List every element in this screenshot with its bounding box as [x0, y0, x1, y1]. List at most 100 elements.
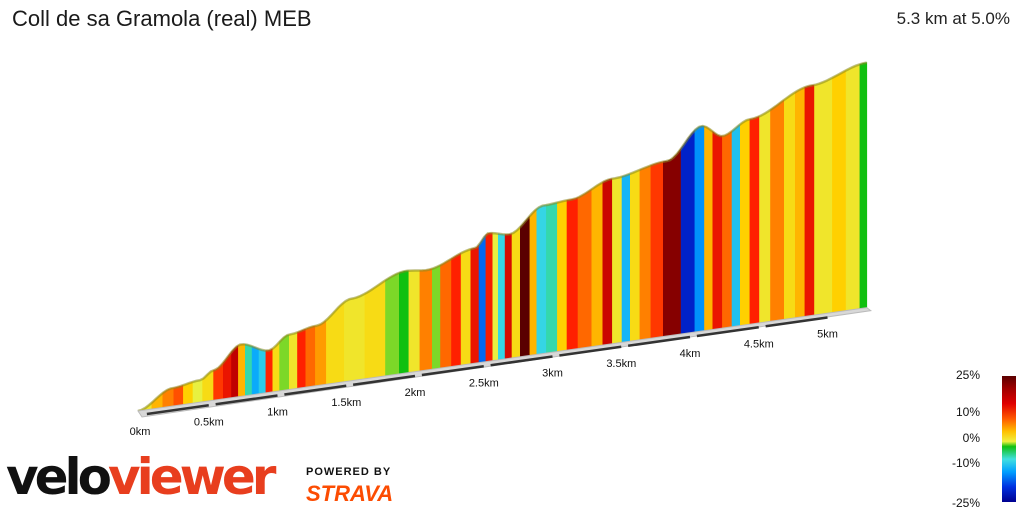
gradient-band [315, 319, 327, 387]
gradient-band [650, 161, 664, 339]
gradient-band [739, 118, 751, 326]
gradient-legend: 25% 10% 0% -10% -25% [952, 368, 1024, 510]
gradient-band [621, 173, 631, 343]
distance-axis: 0km 0.5km 1km 1.5km 2km 2.5km 3km 3.5km 4km 4.5km… [130, 316, 838, 438]
gradient-band [504, 233, 513, 360]
gradient-band [546, 202, 558, 354]
gradient-band [419, 268, 433, 372]
gradient-band [251, 345, 260, 396]
distance-tick-label: 2.5km [469, 377, 499, 389]
gradient-band [557, 199, 568, 352]
gradient-band [343, 293, 366, 383]
gradient-band [629, 169, 641, 342]
distance-tick-label: 0km [130, 426, 151, 438]
gradient-band [759, 109, 771, 324]
axis-segment [765, 316, 828, 328]
legend-label-0: 0% [962, 431, 980, 445]
distance-tick-label: 1km [267, 407, 288, 419]
gradient-band [497, 233, 506, 361]
gradient-bands [137, 62, 868, 412]
gradient-band [859, 62, 868, 309]
gradient-band [639, 164, 652, 341]
distance-tick-label: 2km [405, 387, 426, 399]
gradient-band [288, 331, 298, 390]
gradient-band [612, 176, 623, 345]
distance-tick-label: 4.5km [744, 338, 774, 350]
gradient-band [577, 188, 593, 349]
gradient-band [279, 334, 290, 392]
veloviewer-logo: veloviewer [6, 452, 276, 502]
gradient-band [451, 252, 462, 367]
axis-segment [215, 394, 278, 406]
gradient-band [832, 69, 847, 313]
distance-tick-label: 1.5km [331, 397, 361, 409]
strava-logo: STRAVA [306, 481, 394, 506]
distance-tick-label: 4km [680, 348, 701, 360]
gradient-band [602, 178, 613, 346]
legend-label-neg10: -10% [951, 456, 980, 470]
gradient-band [511, 226, 521, 359]
gradient-band [712, 130, 723, 330]
gradient-band [305, 325, 316, 388]
legend-label-25: 25% [955, 368, 980, 382]
gradient-band [297, 328, 307, 389]
gradient-band [492, 232, 499, 362]
gradient-band [460, 248, 472, 366]
gradient-band [478, 234, 487, 363]
gradient-band [470, 244, 480, 365]
gradient-band [694, 125, 705, 333]
axis-segment [559, 345, 622, 357]
gradient-band [566, 197, 579, 351]
axis-segment [490, 355, 553, 367]
distance-tick-label: 3km [542, 368, 563, 380]
gradient-band [704, 125, 714, 332]
axis-segment [696, 326, 759, 338]
chart-title: Coll de sa Gramola (real) MEB [12, 6, 312, 31]
logo-viewer: viewer [108, 448, 276, 506]
profile-ridge [137, 61, 868, 413]
gradient-band [431, 264, 441, 370]
gradient-band [591, 181, 604, 347]
gradient-band [794, 86, 806, 319]
gradient-band [731, 123, 741, 328]
axis-segment [284, 384, 347, 396]
gradient-band [536, 204, 547, 355]
gradient-band [440, 258, 452, 369]
distance-tick-label: 5km [817, 329, 838, 341]
gradient-band [662, 147, 682, 337]
gradient-band [265, 347, 274, 394]
axis-segment [146, 404, 209, 416]
axis-segment [627, 335, 691, 348]
gradient-band [398, 270, 410, 375]
legend-label-10: 10% [955, 405, 980, 419]
segment-summary: 5.3 km at 5.0% [896, 9, 1010, 28]
gradient-band [272, 341, 280, 393]
gradient-band [783, 91, 796, 320]
gradient-band [749, 115, 760, 325]
gradient-band [529, 208, 538, 356]
gradient-band [845, 63, 861, 311]
gradient-band [408, 270, 421, 373]
gradient-band [804, 84, 815, 317]
axis-segment [421, 365, 484, 377]
gradient-band [326, 301, 345, 385]
gradient-band [258, 348, 267, 395]
gradient-band [485, 232, 494, 363]
gradient-band [722, 130, 733, 329]
distance-tick-label: 0.5km [194, 416, 224, 428]
gradient-band [770, 99, 785, 322]
legend-label-neg25: -25% [951, 496, 980, 510]
powered-by-label: POWERED BY [306, 466, 392, 478]
gradient-band [519, 215, 531, 358]
gradient-band [245, 344, 253, 397]
gradient-band [814, 77, 833, 316]
gradient-band [385, 272, 400, 377]
axis-segment [352, 374, 416, 387]
distance-tick-label: 3.5km [606, 358, 636, 370]
logo-velo: velo [6, 448, 112, 506]
gradient-band [238, 343, 246, 398]
legend-color-bar [1002, 376, 1016, 502]
gradient-band [680, 129, 696, 335]
gradient-band [364, 279, 386, 380]
